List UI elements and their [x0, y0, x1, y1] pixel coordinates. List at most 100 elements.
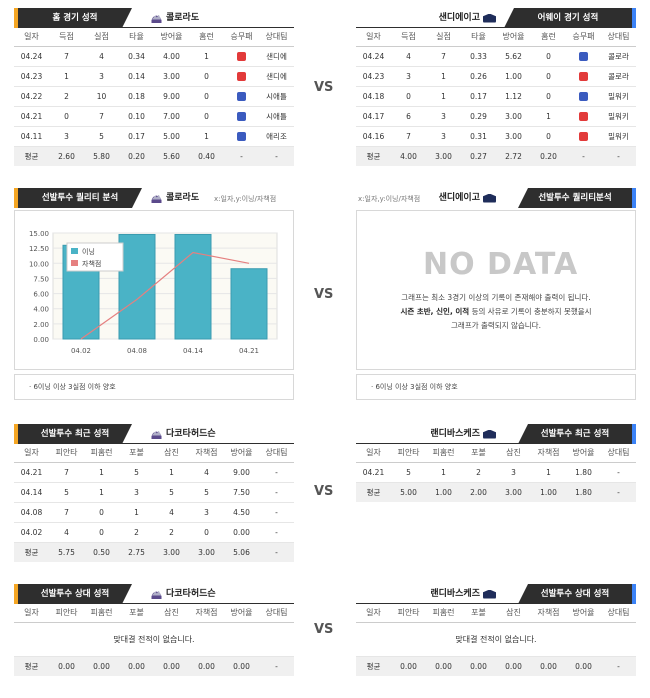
table-cell: 6 [391, 106, 426, 127]
table-cell: 5 [49, 482, 84, 503]
average-row: 평균 5.75 0.50 2.75 3.00 3.00 5.06- [14, 542, 294, 562]
away-quality-footnote: · 6이닝 이상 3실점 이하 양호 [356, 374, 636, 400]
table-row: 04.08 7 0 1 4 3 4.50- [14, 502, 294, 523]
home-h2h-team-label: 다코타허드슨 [166, 589, 216, 599]
table-cell: 콜로라 [601, 66, 636, 87]
average-cell: - [259, 656, 294, 676]
table-cell: 0.34 [119, 46, 154, 67]
win-badge-icon: ■ [237, 112, 246, 121]
away-recent-header: 어웨이 경기 성적 샌디에이고 [356, 8, 636, 28]
table-cell: 3 [189, 502, 224, 523]
column-header: 상대팀 [259, 604, 294, 623]
column-header: 일자 [14, 28, 49, 47]
table-cell: 7 [391, 126, 426, 147]
table-cell: ■ [224, 106, 259, 127]
header-row: 일자 피안타 피홈런 포볼 삼진 자책점 방어율 상대팀 [356, 604, 636, 623]
average-row: 평균 4.00 3.00 0.27 2.72 0.20- - [356, 146, 636, 166]
table-cell: 04.21 [356, 462, 391, 483]
table-cell: 4.50 [224, 502, 259, 523]
average-cell: 0.00 [84, 656, 119, 676]
average-cell: 5.06 [224, 542, 259, 562]
table-cell: 0 [391, 86, 426, 107]
table-cell: 7 [49, 462, 84, 483]
table-cell: 1 [426, 66, 461, 87]
vs-label-4: VS [314, 622, 334, 637]
empty-message: 맞대결 전적이 없습니다. [356, 622, 636, 657]
table-cell: ■ [224, 86, 259, 107]
table-cell: 1 [84, 462, 119, 483]
column-header: 피홈런 [84, 604, 119, 623]
average-cell: 3.00 [154, 542, 189, 562]
table-cell: 시애틀 [259, 106, 294, 127]
table-cell: 0 [49, 106, 84, 127]
table-cell: 04.22 [14, 86, 49, 107]
table-cell: 0 [189, 86, 224, 107]
padres-logo-icon [483, 193, 496, 203]
average-cell: 1.00 [531, 482, 566, 502]
average-cell: 3.00 [496, 482, 531, 502]
table-cell: 0.10 [119, 106, 154, 127]
column-header: 방어율 [224, 604, 259, 623]
header-row: 일자 득점 실점 타율 방어율 홈런 승무패 상대팀 [14, 28, 294, 47]
table-cell: 1 [189, 46, 224, 67]
home-quality-panel: 선발투수 퀄리티 분석 콜로라도 x:일자,y:이닝/자책점 [14, 188, 294, 208]
table-cell: 5.62 [496, 46, 531, 67]
table-cell: 04.17 [356, 106, 391, 127]
table-cell: 애리조 [259, 126, 294, 147]
home-recent-header: 홈 경기 성적 콜로라도 [14, 8, 294, 28]
home-quality-chart-box: 15.00 12.50 10.00 7.50 6.00 4.00 2.00 0.00 04.02… [14, 210, 294, 370]
average-cell: 0.20 [531, 146, 566, 166]
away-pitcher-name: 랜디바스케즈 [430, 424, 496, 444]
home-recent-table: 일자득점실점타율방어율홈런승무패상대팀04.24740.344.001●샌디에0… [14, 28, 294, 166]
table-cell: 0.17 [119, 126, 154, 147]
home-pitcher-recent-panel: 선발투수 최근 성적 다코타허드슨 일자 피안타 피홈런 포볼 삼진 자책점 방어율 상대팀 0… [14, 424, 294, 562]
header-row: 일자 득점 실점 타율 방어율 홈런 승무패 상대팀 [356, 28, 636, 47]
table-cell: ■ [566, 86, 601, 107]
table-cell: 밀워키 [601, 106, 636, 127]
x-tick-label: 04.21 [239, 347, 259, 355]
column-header: 피안타 [391, 604, 426, 623]
table-cell: 0 [84, 522, 119, 543]
table-cell: - [601, 462, 636, 483]
away-axis-note: x:일자,y:이닝/자책점 [358, 195, 421, 203]
table-cell: 7 [84, 106, 119, 127]
nodata-msg-rest: 등의 사유로 기록이 충분하지 못했을시 [471, 307, 592, 316]
column-header: 일자 [356, 604, 391, 623]
column-header: 삼진 [496, 444, 531, 463]
home-h2h-header: 선발투수 상대 성적 다코타허드슨 [14, 584, 294, 604]
quality-chart: 15.00 12.50 10.00 7.50 6.00 4.00 2.00 0.00 04.02… [29, 230, 278, 355]
column-header: 피홈런 [84, 444, 119, 463]
away-pitcher-recent-table: 일자 피안타 피홈런 포볼 삼진 자책점 방어율 상대팀 04.21 5 1 2 3 1 1.80- 평균 5.… [356, 444, 636, 502]
column-header: 타율 [119, 28, 154, 47]
table-cell: 3 [391, 66, 426, 87]
win-badge-icon: ■ [579, 52, 588, 61]
table-cell: 0 [189, 66, 224, 87]
average-cell: 0.00 [461, 656, 496, 676]
average-cell: - [601, 146, 636, 166]
column-header: 삼진 [154, 604, 189, 623]
away-recent-title: 어웨이 경기 성적 [504, 8, 636, 28]
average-cell: 1.80 [566, 482, 601, 502]
table-cell: ■ [566, 46, 601, 67]
column-header: 상대팀 [601, 28, 636, 47]
table-cell: 0 [189, 522, 224, 543]
table-cell: 5 [119, 462, 154, 483]
column-header: 실점 [84, 28, 119, 47]
table-cell: 시애틀 [259, 86, 294, 107]
table-cell: 5 [84, 126, 119, 147]
empty-row: 맞대결 전적이 없습니다. [356, 622, 636, 657]
home-quality-team-label: 콜로라도 [166, 193, 200, 203]
x-tick-label: 04.02 [71, 347, 91, 355]
y-tick-label: 15.00 [29, 230, 49, 238]
vs-label-2: VS [314, 287, 334, 302]
average-cell: 4.00 [391, 146, 426, 166]
average-cell: 0.00 [224, 656, 259, 676]
average-cell: 0.50 [84, 542, 119, 562]
away-h2h-team: 랜디바스케즈 [430, 584, 496, 604]
win-badge-icon: ■ [237, 92, 246, 101]
table-cell: 0.17 [461, 86, 496, 107]
